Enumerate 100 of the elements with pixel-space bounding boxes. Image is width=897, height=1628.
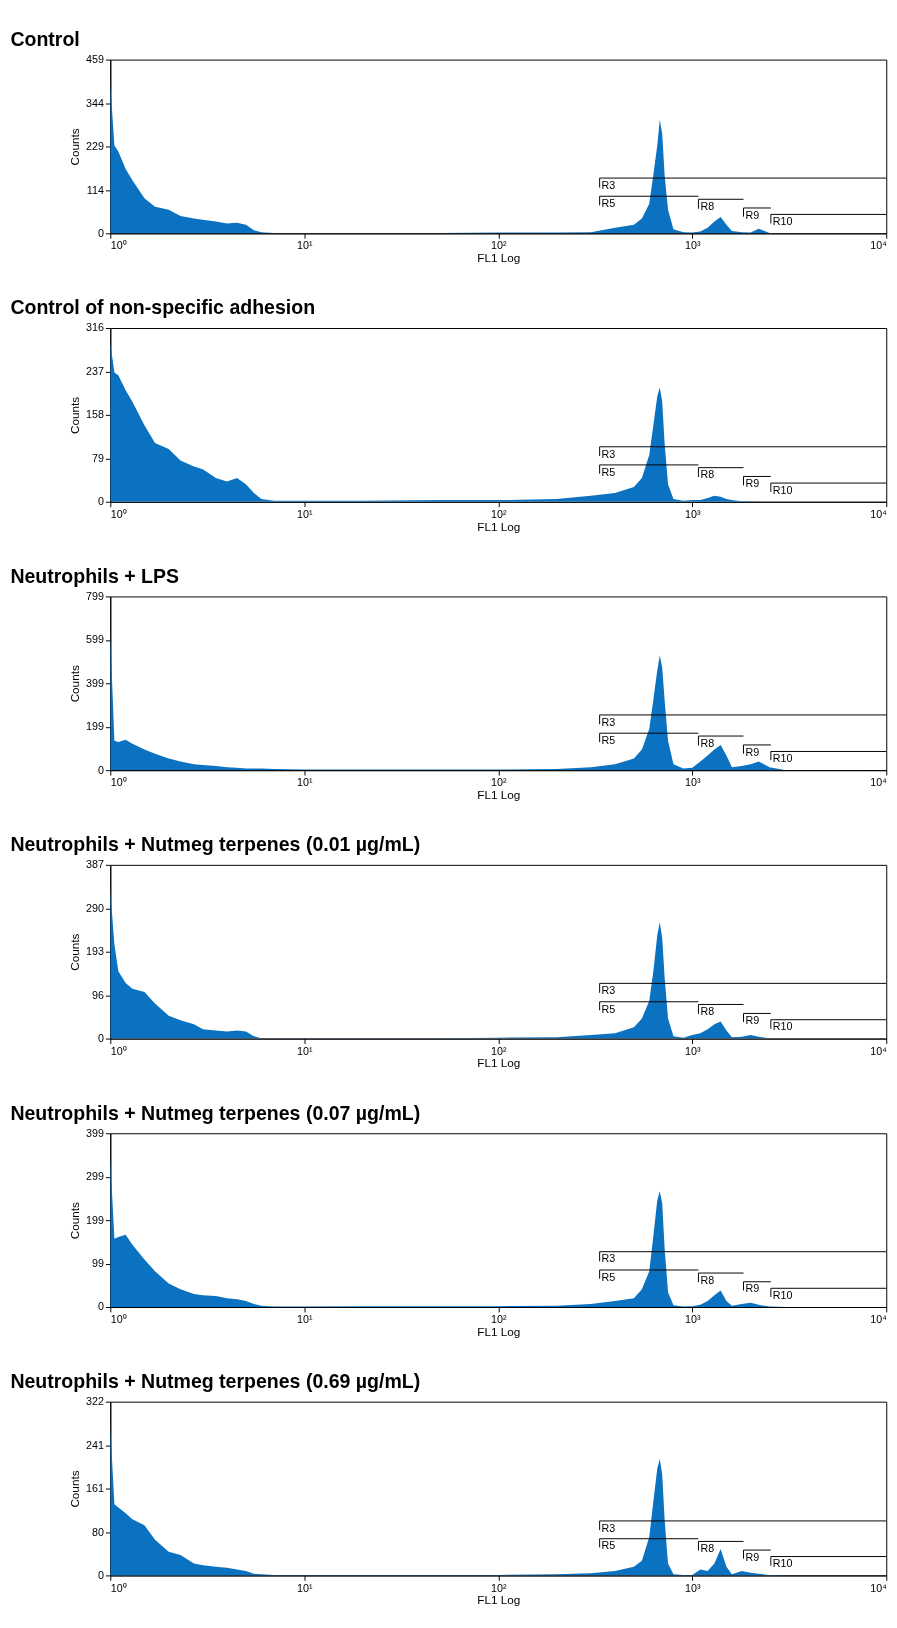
series-label: R10 bbox=[772, 1289, 793, 1302]
series-label: R3 bbox=[601, 1252, 616, 1265]
y-tick-label: 387 bbox=[86, 858, 104, 871]
series-label: R3 bbox=[601, 984, 616, 997]
y-axis-title: Counts bbox=[68, 665, 82, 703]
x-tick-label: 10³ bbox=[685, 1044, 701, 1057]
series-label: R5 bbox=[601, 1002, 616, 1015]
series-label: R8 bbox=[700, 1273, 715, 1286]
y-tick-label: 599 bbox=[86, 633, 104, 646]
x-tick-label: 10² bbox=[491, 1313, 507, 1326]
y-tick-label: 0 bbox=[97, 495, 104, 508]
x-tick-label: 10³ bbox=[685, 507, 701, 520]
y-tick-label: 96 bbox=[92, 988, 104, 1001]
x-tick-label: 10³ bbox=[685, 239, 701, 252]
chart-title: Neutrophils + Nutmeg terpenes (0.07 µg/mL) bbox=[10, 1101, 421, 1124]
y-tick-label: 299 bbox=[86, 1170, 104, 1183]
chart-title: Neutrophils + Nutmeg terpenes (0.69 µg/mL) bbox=[10, 1370, 421, 1393]
series-label: R8 bbox=[700, 736, 715, 749]
y-tick-label: 0 bbox=[97, 1568, 104, 1581]
x-tick-label: 10² bbox=[491, 1581, 507, 1594]
series-label: R10 bbox=[772, 483, 793, 496]
y-tick-label: 99 bbox=[92, 1257, 104, 1270]
y-tick-label: 799 bbox=[86, 589, 104, 602]
x-tick-label: 10⁰ bbox=[110, 239, 127, 252]
x-tick-label: 10⁴ bbox=[870, 1313, 888, 1326]
y-tick-label: 199 bbox=[86, 1213, 104, 1226]
x-tick-label: 10⁴ bbox=[870, 1581, 888, 1594]
x-tick-label: 10² bbox=[491, 1044, 507, 1057]
series-label: R3 bbox=[601, 715, 616, 728]
series-label: R3 bbox=[601, 1521, 616, 1534]
x-tick-label: 10⁴ bbox=[870, 507, 888, 520]
y-axis-title: Counts bbox=[68, 396, 82, 434]
series-label: R8 bbox=[700, 1542, 715, 1555]
y-tick-label: 0 bbox=[97, 763, 104, 776]
series-label: R3 bbox=[601, 447, 616, 460]
series-label: R5 bbox=[601, 196, 616, 209]
y-tick-label: 0 bbox=[97, 1032, 104, 1045]
y-tick-label: 0 bbox=[97, 1300, 104, 1313]
y-axis-title: Counts bbox=[68, 1470, 82, 1508]
x-axis-title: FL1 Log bbox=[477, 1593, 521, 1607]
y-tick-label: 316 bbox=[86, 321, 104, 334]
chart-title: Neutrophils + LPS bbox=[10, 564, 180, 587]
y-axis-title: Counts bbox=[68, 933, 82, 971]
series-label: R3 bbox=[601, 178, 616, 191]
x-axis-title: FL1 Log bbox=[477, 787, 521, 801]
x-tick-label: 10⁰ bbox=[110, 1044, 127, 1057]
y-tick-label: 237 bbox=[86, 364, 104, 377]
x-axis-title: FL1 Log bbox=[477, 519, 521, 533]
series-label: R8 bbox=[700, 200, 715, 213]
y-tick-label: 158 bbox=[86, 408, 104, 421]
y-tick-label: 193 bbox=[86, 945, 104, 958]
y-axis-title: Counts bbox=[68, 1201, 82, 1240]
y-tick-label: 290 bbox=[86, 901, 104, 914]
chart-title: Control of non-specific adhesion bbox=[10, 296, 316, 319]
y-tick-label: 241 bbox=[86, 1438, 104, 1451]
x-tick-label: 10¹ bbox=[297, 1581, 313, 1594]
x-tick-label: 10³ bbox=[685, 1581, 701, 1594]
series-label: R8 bbox=[700, 1005, 715, 1018]
y-tick-label: 79 bbox=[92, 451, 104, 464]
x-tick-label: 10⁰ bbox=[110, 1581, 127, 1594]
y-tick-label: 0 bbox=[97, 226, 104, 239]
y-tick-label: 114 bbox=[86, 183, 104, 196]
x-tick-label: 10¹ bbox=[297, 1044, 313, 1057]
chart-title: Neutrophils + Nutmeg terpenes (0.01 µg/mL) bbox=[10, 833, 421, 856]
series-label: R10 bbox=[772, 1557, 793, 1570]
x-tick-label: 10² bbox=[491, 776, 507, 789]
series-label: R9 bbox=[745, 208, 760, 221]
series-label: R5 bbox=[601, 465, 616, 478]
x-tick-label: 10¹ bbox=[297, 776, 313, 789]
series-label: R9 bbox=[745, 1282, 760, 1295]
x-tick-label: 10¹ bbox=[297, 507, 313, 520]
x-tick-label: 10⁰ bbox=[110, 776, 127, 789]
series-label: R5 bbox=[601, 733, 616, 746]
y-axis-title: Counts bbox=[68, 128, 82, 166]
x-tick-label: 10⁴ bbox=[870, 776, 888, 789]
series-label: R10 bbox=[772, 752, 793, 765]
y-tick-label: 399 bbox=[86, 676, 104, 689]
x-axis-title: FL1 Log bbox=[477, 251, 521, 265]
y-tick-label: 459 bbox=[86, 53, 104, 66]
y-tick-label: 344 bbox=[86, 96, 104, 109]
x-tick-label: 10⁴ bbox=[870, 239, 888, 252]
x-tick-label: 10¹ bbox=[297, 239, 313, 252]
x-tick-label: 10¹ bbox=[297, 1313, 313, 1326]
series-label: R9 bbox=[745, 1550, 760, 1563]
x-tick-label: 10² bbox=[491, 239, 507, 252]
series-label: R9 bbox=[745, 477, 760, 490]
series-label: R10 bbox=[772, 1020, 793, 1033]
x-tick-label: 10³ bbox=[685, 776, 701, 789]
x-tick-label: 10² bbox=[491, 507, 507, 520]
x-axis-title: FL1 Log bbox=[477, 1056, 521, 1070]
y-tick-label: 199 bbox=[86, 720, 104, 733]
series-label: R5 bbox=[601, 1539, 616, 1552]
series-label: R5 bbox=[601, 1270, 616, 1283]
series-label: R8 bbox=[700, 468, 715, 481]
x-tick-label: 10⁴ bbox=[870, 1044, 888, 1057]
series-label: R10 bbox=[772, 215, 793, 228]
y-tick-label: 161 bbox=[86, 1481, 104, 1494]
y-tick-label: 322 bbox=[86, 1395, 104, 1408]
x-tick-label: 10⁰ bbox=[110, 507, 127, 520]
series-label: R9 bbox=[745, 1014, 760, 1027]
